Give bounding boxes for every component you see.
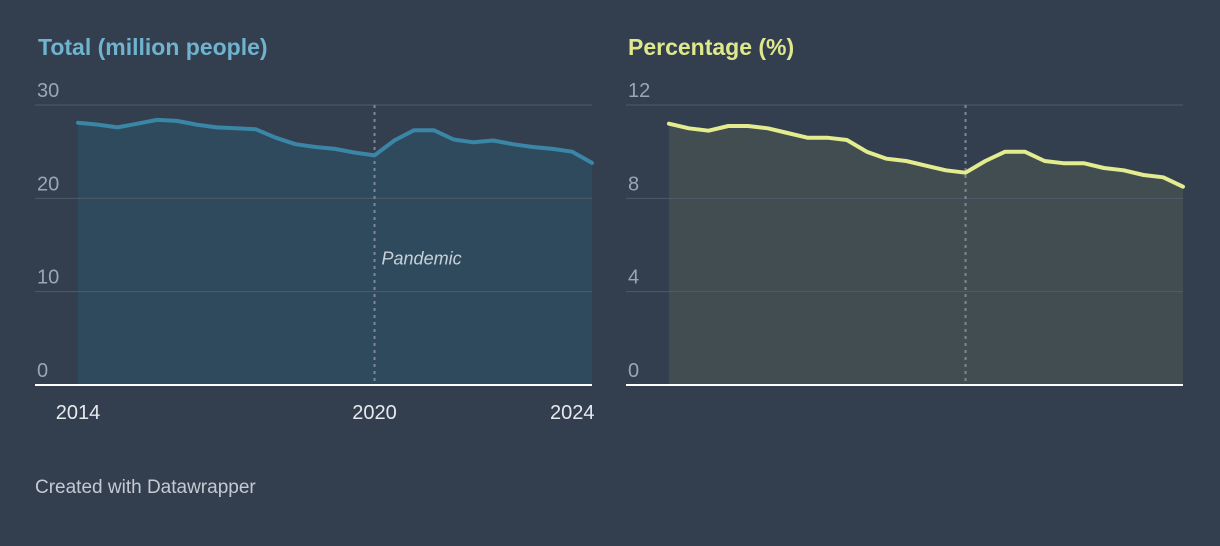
total-xtick-label: 2014 — [56, 402, 101, 424]
total-ytick-label: 10 — [37, 267, 59, 289]
chart-title-percentage: Percentage (%) — [628, 34, 795, 60]
chart-title-total: Total (million people) — [38, 34, 268, 60]
pct-ytick-label: 0 — [628, 360, 639, 382]
pct-ytick-label: 4 — [628, 267, 639, 289]
total-series-line — [76, 117, 594, 165]
total-area — [78, 119, 592, 386]
pct-ytick-label: 12 — [628, 80, 650, 102]
total-annotation-label: Pandemic — [382, 249, 462, 269]
pct-series-line — [667, 121, 1185, 189]
total-ytick-label: 30 — [37, 80, 59, 102]
pct-ytick-label: 8 — [628, 173, 639, 195]
total-xtick-label: 2020 — [352, 402, 397, 424]
total-ytick-label: 20 — [37, 173, 59, 195]
footer-credit: Created with Datawrapper — [35, 477, 256, 498]
total-ytick-label: 0 — [37, 360, 48, 382]
pct-area — [669, 123, 1183, 385]
total-xtick-label: 2024 — [550, 402, 595, 424]
